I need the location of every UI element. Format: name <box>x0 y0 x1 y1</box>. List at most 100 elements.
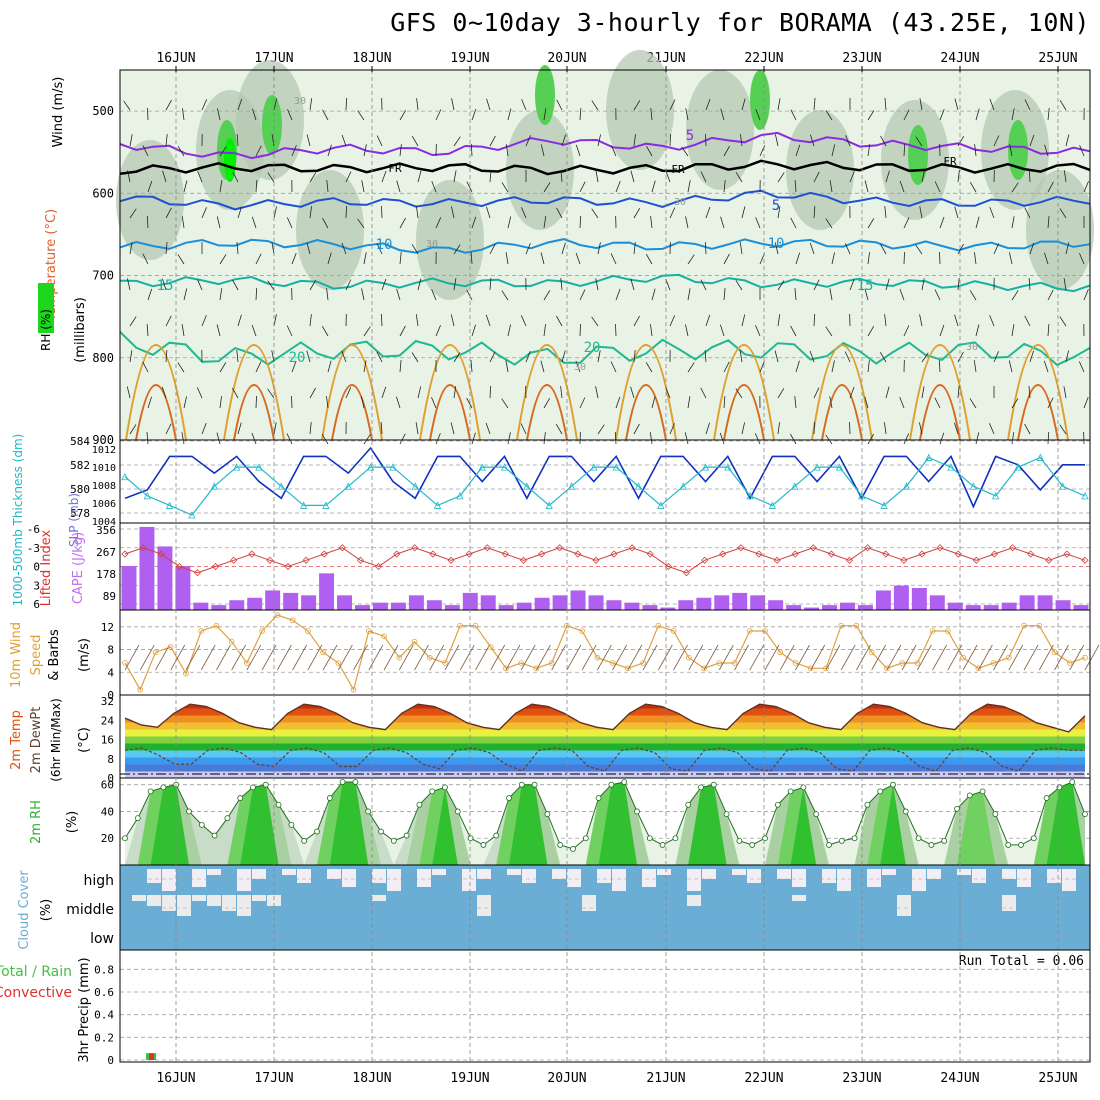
wind-barb <box>651 288 656 301</box>
cape-bar <box>732 592 748 610</box>
wind-barb <box>939 432 945 445</box>
temperature-contour-25 <box>615 344 677 441</box>
wind-barb <box>879 351 887 363</box>
wind-barb <box>665 170 671 183</box>
rh-point <box>762 835 768 842</box>
wind-barb <box>650 324 653 337</box>
lifted-index-point <box>900 556 908 564</box>
wind-barb <box>415 314 419 327</box>
rh-point <box>454 808 461 815</box>
thickness-point <box>344 482 352 490</box>
wind-barb <box>561 350 566 363</box>
rh-point <box>864 801 871 808</box>
wind-speed-point <box>945 628 951 634</box>
lifted-index-point <box>664 562 672 571</box>
rh-tick-label: 60 <box>101 779 114 792</box>
cloud-gap-high <box>642 869 656 887</box>
wind-barb <box>1063 386 1067 399</box>
wind-barb <box>975 432 980 445</box>
wind-barb <box>864 396 869 409</box>
thickness-point <box>992 491 1000 500</box>
wind-barb <box>579 289 586 301</box>
lifted-index-point <box>1027 550 1035 558</box>
cape-bar <box>211 605 227 610</box>
wind-barb <box>844 243 851 255</box>
wind-barb <box>615 396 621 409</box>
cape-bar <box>157 546 173 610</box>
wind-barb <box>177 254 185 265</box>
wind-barb <box>466 397 473 409</box>
lifted-index-point <box>827 550 835 558</box>
wind-speed-point <box>167 644 174 650</box>
lifted-index-point <box>918 550 926 558</box>
rh-point <box>954 805 960 812</box>
cape-bar <box>372 602 388 610</box>
contour-label: 15 <box>857 278 874 294</box>
wind-barb <box>560 170 563 183</box>
temperature-contour-25 <box>223 344 285 441</box>
wind-barb <box>361 288 365 301</box>
wind-barb <box>255 253 262 265</box>
wind-barb <box>777 388 785 399</box>
cloud-gap-high <box>1017 869 1031 887</box>
surface-wind-barb <box>901 644 917 671</box>
wind-barb <box>415 422 419 435</box>
wind-barb <box>849 171 855 183</box>
wind-barb <box>579 181 586 193</box>
wind-barb <box>486 206 491 219</box>
wind-barb <box>993 243 1000 255</box>
wind-barb <box>1011 182 1019 193</box>
rh-point <box>595 795 602 801</box>
temp-color-band <box>125 736 1085 744</box>
rh-point <box>390 838 397 844</box>
cloud-axis-label-2: (%) <box>39 899 54 922</box>
wind-barb <box>867 433 874 445</box>
precip-tick-label: 0.8 <box>94 963 114 976</box>
wind-barb <box>1028 170 1031 183</box>
wind-barb <box>161 386 167 399</box>
rh-point <box>915 835 922 842</box>
wind-barb <box>267 172 275 183</box>
cloud-gap-middle <box>267 895 281 906</box>
rh-point <box>352 779 359 785</box>
pressure-tick-label: 600 <box>92 186 114 200</box>
wind-barb <box>919 422 923 435</box>
wind-barb <box>630 278 635 291</box>
wind-barb <box>1011 216 1015 229</box>
wind-barb <box>723 253 730 265</box>
wind-speed-point <box>1066 660 1073 666</box>
slp-tick-label: 1012 <box>92 445 116 456</box>
date-label-bottom: 20JUN <box>547 1071 586 1086</box>
rh-point <box>544 811 551 818</box>
rh-point <box>237 795 244 801</box>
cloud-gap-high <box>282 869 296 875</box>
cape-bar <box>983 605 999 610</box>
wind-barb <box>361 396 365 409</box>
wind-barb <box>903 144 906 157</box>
wind-barb <box>501 182 509 193</box>
thickness-point <box>500 463 509 471</box>
wind-barb <box>236 350 239 363</box>
wind-speed-point <box>503 665 509 672</box>
thickness-line <box>124 456 1086 516</box>
cloud-gap-high <box>462 869 476 891</box>
cape-bar <box>319 573 335 610</box>
thickness-tick-label: 578 <box>70 507 90 520</box>
wind-barb <box>704 350 707 363</box>
date-label-bottom: 17JUN <box>254 1071 293 1086</box>
wind-barb <box>165 207 172 219</box>
lifted-index-point <box>248 550 256 558</box>
lifted-index-tick-label: -6 <box>27 523 40 536</box>
cape-bar <box>247 597 263 610</box>
cape-bar <box>444 605 460 610</box>
wind-barb <box>705 206 711 219</box>
cape-bar <box>516 602 532 610</box>
wind-barb <box>236 134 239 147</box>
wind-barb <box>521 207 527 219</box>
surface-wind-barb <box>993 644 1008 671</box>
lifted-index-point <box>610 550 618 558</box>
wind10-axis-label-3: & Barbs <box>47 629 62 681</box>
wind-barb <box>954 314 959 327</box>
wind-barb <box>232 279 239 291</box>
wind-barb <box>669 315 676 327</box>
